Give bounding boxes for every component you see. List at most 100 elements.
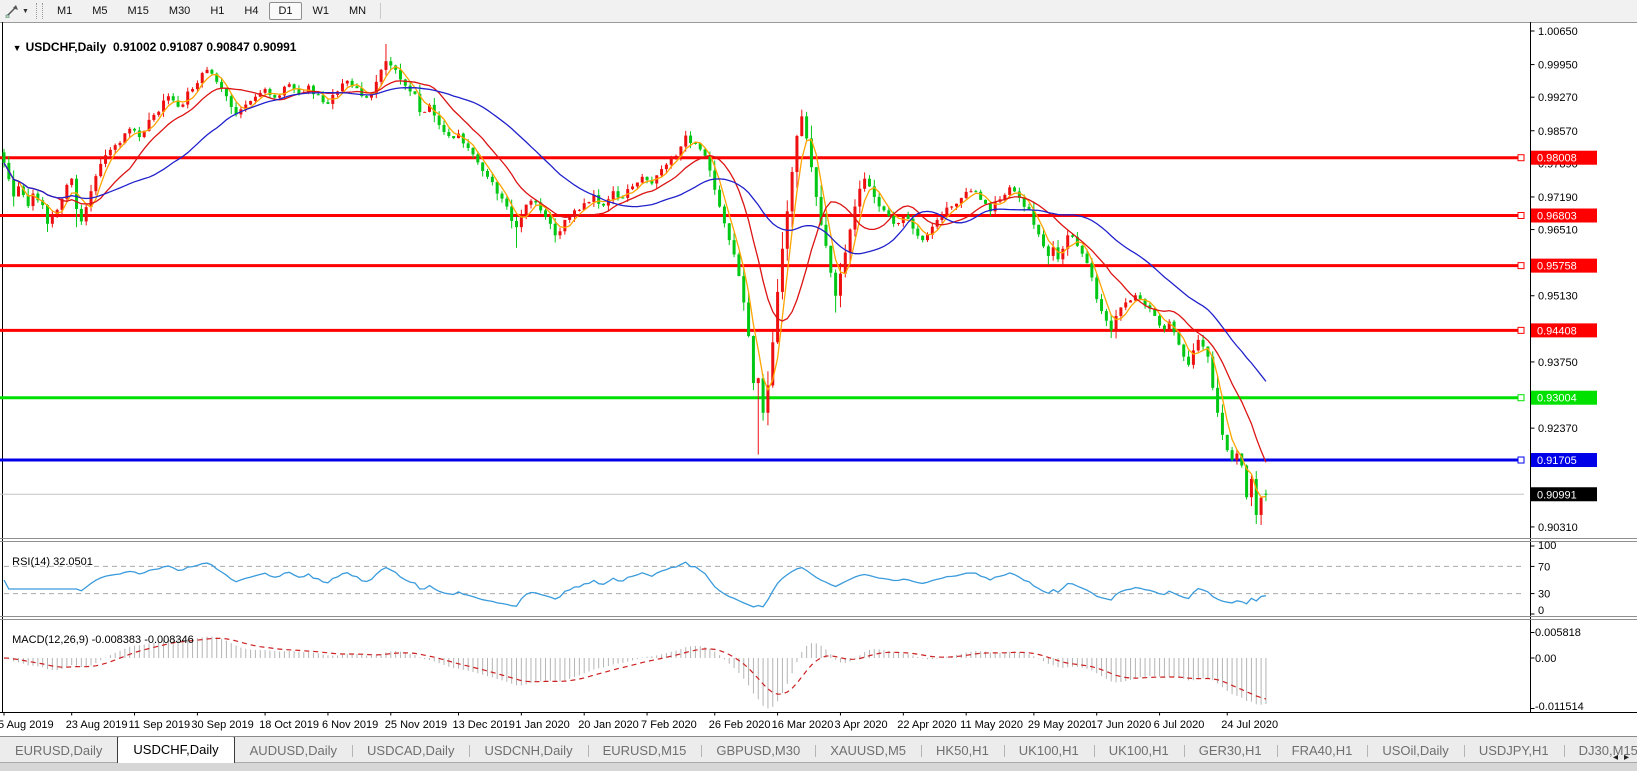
svg-text:23 Aug 2019: 23 Aug 2019 xyxy=(66,719,128,731)
chart-tab-eurusd-daily[interactable]: EURUSD,Daily xyxy=(15,743,103,758)
toolbar-grip-handle[interactable] xyxy=(35,3,43,19)
svg-text:0.00: 0.00 xyxy=(1535,653,1556,665)
svg-text:5 Aug 2019: 5 Aug 2019 xyxy=(0,719,54,731)
svg-text:0.97190: 0.97190 xyxy=(1538,192,1578,204)
chart-tab-xauusd-m5[interactable]: XAUUSD,M5 xyxy=(815,739,921,763)
svg-text:26 Feb 2020: 26 Feb 2020 xyxy=(709,719,771,731)
cursor-tool-icon[interactable] xyxy=(3,2,21,20)
chart-tab-audusd-daily[interactable]: AUDUSD,Daily xyxy=(249,743,338,758)
macd-signal-line xyxy=(3,637,1267,700)
ma-slow-line xyxy=(3,87,1267,382)
svg-text:0.96510: 0.96510 xyxy=(1538,225,1578,237)
svg-text:18 Oct 2019: 18 Oct 2019 xyxy=(259,719,319,731)
hline-handle[interactable] xyxy=(1517,154,1525,162)
svg-text:0.98570: 0.98570 xyxy=(1538,126,1578,138)
timeframe-button-m30[interactable]: M30 xyxy=(168,5,191,17)
svg-text:0.99270: 0.99270 xyxy=(1538,92,1578,104)
chart-tab-usdcnh-daily[interactable]: USDCNH,Daily xyxy=(469,739,587,763)
svg-text:0: 0 xyxy=(1538,605,1544,617)
svg-text:0.90991: 0.90991 xyxy=(1537,489,1577,501)
svg-text:6 Jul 2020: 6 Jul 2020 xyxy=(1154,719,1205,731)
chart-tab-hk50-h1[interactable]: HK50,H1 xyxy=(921,739,1004,763)
macd-histogram xyxy=(8,636,1267,709)
top-toolbar: ▼ M1 M5 M15 M30 H1 H4 D1 W1 MN xyxy=(0,0,1637,23)
hline-price-badge xyxy=(1531,323,1597,338)
chart-tab-dj30-m15[interactable]: DJ30,M15 xyxy=(1563,739,1637,763)
current-price-badge xyxy=(1531,487,1597,502)
svg-text:13 Dec 2019: 13 Dec 2019 xyxy=(452,719,514,731)
toolbar-separator xyxy=(380,3,382,19)
chart-tab-usdchf-daily[interactable]: USDCHF,Daily xyxy=(117,737,235,763)
svg-text:1 Jan 2020: 1 Jan 2020 xyxy=(515,719,569,731)
svg-text:0.92370: 0.92370 xyxy=(1538,423,1578,435)
timeframe-button-m15[interactable]: M15 xyxy=(127,5,149,17)
svg-text:0.95130: 0.95130 xyxy=(1538,291,1578,303)
macd-values: -0.008383 -0.008346 xyxy=(91,634,194,646)
status-strip xyxy=(0,762,1637,771)
chart-tab-usoil-daily[interactable]: USOil,Daily xyxy=(1367,739,1463,763)
hline-price-badge xyxy=(1531,208,1597,223)
svg-text:100: 100 xyxy=(1538,540,1556,552)
svg-text:30 Sep 2019: 30 Sep 2019 xyxy=(191,719,253,731)
svg-text:30: 30 xyxy=(1538,589,1550,601)
rsi-line xyxy=(3,561,1267,608)
hline-handle[interactable] xyxy=(1517,262,1525,270)
svg-text:7 Feb 2020: 7 Feb 2020 xyxy=(641,719,697,731)
svg-text:24 Jul 2020: 24 Jul 2020 xyxy=(1221,719,1278,731)
chart-tab-gbpusd-m30[interactable]: GBPUSD,M30 xyxy=(701,739,815,763)
timeframe-button-mn[interactable]: MN xyxy=(349,5,367,17)
svg-text:0.005818: 0.005818 xyxy=(1535,627,1581,639)
chart-tab-eurusd-m15[interactable]: EURUSD,M15 xyxy=(587,739,702,763)
svg-text:0.98008: 0.98008 xyxy=(1537,153,1577,165)
svg-text:22 Apr 2020: 22 Apr 2020 xyxy=(897,719,956,731)
svg-text:11 Sep 2019: 11 Sep 2019 xyxy=(129,719,191,731)
svg-text:0.95758: 0.95758 xyxy=(1537,261,1577,273)
chart-ohlc-values: 0.91002 0.91087 0.90847 0.90991 xyxy=(112,40,297,54)
chart-tab-uk100-h1[interactable]: UK100,H1 xyxy=(1093,739,1184,763)
svg-text:20 Jan 2020: 20 Jan 2020 xyxy=(578,719,639,731)
hline-price-badge xyxy=(1531,390,1597,405)
chart-canvas[interactable]: 1.006500.999500.992700.985700.978900.971… xyxy=(0,22,1637,736)
chart-collapse-icon[interactable]: ▼ xyxy=(12,43,22,53)
hline-handle[interactable] xyxy=(1517,456,1525,464)
hline-handle[interactable] xyxy=(1517,326,1525,334)
hline-price-badge xyxy=(1531,258,1597,273)
svg-text:0.91705: 0.91705 xyxy=(1537,455,1577,467)
chart-tab-ger30-h1[interactable]: GER30,H1 xyxy=(1183,739,1277,763)
ma-medium-line xyxy=(3,80,1267,463)
timeframe-button-d1[interactable]: D1 xyxy=(269,2,302,20)
tab-scroll-right-icon[interactable]: ▸ xyxy=(1623,752,1629,763)
svg-text:-0.011514: -0.011514 xyxy=(1535,701,1584,713)
chart-tab-fra40-h1[interactable]: FRA40,H1 xyxy=(1276,739,1368,763)
rsi-value: 32.0501 xyxy=(53,556,93,568)
hline-price-badge xyxy=(1531,453,1597,468)
hline-handle[interactable] xyxy=(1517,394,1525,402)
price-chart-svg[interactable]: 1.006500.999500.992700.985700.978900.971… xyxy=(0,22,1637,736)
tab-scroll-left-icon[interactable]: ◂ xyxy=(1612,752,1618,763)
svg-text:70: 70 xyxy=(1538,561,1550,573)
timeframe-button-m5[interactable]: M5 xyxy=(92,5,108,17)
chart-symbol-label: USDCHF,Daily xyxy=(25,40,107,54)
chart-tab-bar: EURUSD,Daily USDCHF,Daily AUDUSD,Daily USDC… xyxy=(0,736,1637,763)
cursor-tool-dropdown-icon[interactable]: ▼ xyxy=(22,7,29,15)
svg-text:0.90310: 0.90310 xyxy=(1538,522,1578,534)
chart-tab-usdcad-daily[interactable]: USDCAD,Daily xyxy=(352,739,469,763)
svg-text:0.94408: 0.94408 xyxy=(1537,325,1577,337)
svg-text:17 Jun 2020: 17 Jun 2020 xyxy=(1091,719,1152,731)
chart-tab-uk100-h1[interactable]: UK100,H1 xyxy=(1003,739,1094,763)
svg-text:6 Nov 2019: 6 Nov 2019 xyxy=(322,719,378,731)
timeframe-button-h4[interactable]: H4 xyxy=(244,5,259,17)
svg-text:25 Nov 2019: 25 Nov 2019 xyxy=(385,719,447,731)
timeframe-button-w1[interactable]: W1 xyxy=(312,5,330,17)
timeframe-button-h1[interactable]: H1 xyxy=(210,5,225,17)
timeframe-button-m1[interactable]: M1 xyxy=(56,5,73,17)
svg-text:0.99950: 0.99950 xyxy=(1538,60,1578,72)
svg-text:11 May 2020: 11 May 2020 xyxy=(960,719,1023,731)
svg-text:3 Apr 2020: 3 Apr 2020 xyxy=(834,719,887,731)
svg-text:0.93750: 0.93750 xyxy=(1538,357,1578,369)
svg-text:0.96803: 0.96803 xyxy=(1537,211,1577,223)
hline-handle[interactable] xyxy=(1517,212,1525,220)
hline-price-badge xyxy=(1531,150,1597,165)
chart-tab-usdjpy-h1[interactable]: USDJPY,H1 xyxy=(1463,739,1564,763)
ma-fast-line xyxy=(3,65,1266,498)
